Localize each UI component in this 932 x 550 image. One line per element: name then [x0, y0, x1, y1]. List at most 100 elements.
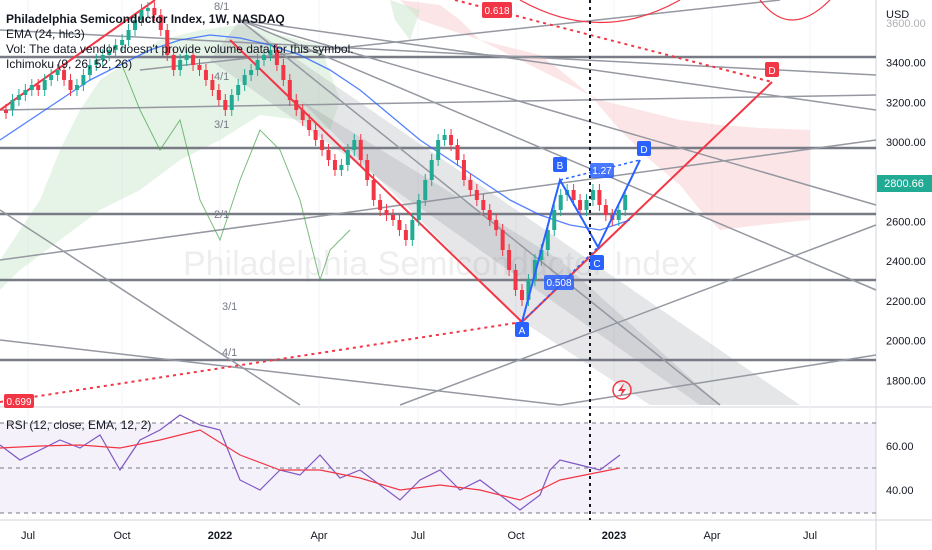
candle-body[interactable]: [184, 55, 189, 60]
price-axis[interactable]: 3600.003400.003200.003000.002800.002600.…: [886, 18, 926, 387]
ratio-label-cd[interactable]: 1.27: [590, 163, 614, 178]
candle-body[interactable]: [16, 95, 21, 100]
vol-legend[interactable]: Vol: The data vendor doesn't provide vol…: [6, 42, 354, 56]
candle-body[interactable]: [332, 160, 337, 170]
candle-body[interactable]: [100, 55, 105, 60]
time-axis[interactable]: Jul Oct 2022 Apr Jul Oct 2023 Apr Jul: [21, 530, 817, 542]
candle-body[interactable]: [468, 180, 473, 190]
candle-body[interactable]: [242, 75, 247, 85]
candle-body[interactable]: [294, 100, 299, 110]
candle-body[interactable]: [81, 75, 86, 85]
fib-label-bottom[interactable]: 0.699: [4, 394, 34, 408]
candle-body[interactable]: [391, 215, 395, 220]
candle-body[interactable]: [365, 160, 370, 180]
candle-body[interactable]: [55, 70, 60, 75]
gann-fan-lines[interactable]: [0, 0, 877, 406]
candle-body[interactable]: [603, 205, 608, 215]
candle-body[interactable]: [584, 200, 589, 210]
candle-body[interactable]: [578, 200, 583, 210]
candle-body[interactable]: [210, 80, 215, 90]
candle-body[interactable]: [384, 210, 389, 215]
candle-body[interactable]: [597, 190, 602, 205]
abcd-pattern[interactable]: [521, 159, 641, 323]
candle-body[interactable]: [320, 140, 325, 150]
candle-body[interactable]: [300, 110, 305, 120]
candle-body[interactable]: [474, 190, 479, 200]
candle-body[interactable]: [120, 40, 125, 45]
candle-body[interactable]: [113, 45, 118, 50]
candle-body[interactable]: [62, 70, 67, 80]
candle-body[interactable]: [616, 210, 621, 220]
candle-body[interactable]: [255, 60, 260, 70]
candle-body[interactable]: [500, 230, 505, 250]
candle-body[interactable]: [29, 85, 34, 90]
point-label-a[interactable]: A: [515, 322, 529, 337]
candle-body[interactable]: [49, 75, 54, 80]
candle-body[interactable]: [36, 85, 41, 90]
candle-body[interactable]: [145, 8, 150, 11]
point-label-c[interactable]: C: [590, 255, 604, 270]
current-price-tag[interactable]: 2800.66: [877, 175, 932, 192]
candle-body[interactable]: [133, 20, 137, 30]
candle-body[interactable]: [274, 50, 279, 65]
candle-body[interactable]: [590, 190, 595, 200]
candle-body[interactable]: [326, 150, 331, 160]
candle-body[interactable]: [378, 200, 383, 210]
candle-body[interactable]: [455, 145, 460, 160]
candle-body[interactable]: [410, 220, 415, 240]
candle-body[interactable]: [507, 250, 512, 270]
candle-body[interactable]: [281, 65, 286, 80]
candle-body[interactable]: [152, 8, 157, 15]
fib-label-top[interactable]: 0.618: [482, 2, 512, 18]
candle-body[interactable]: [307, 120, 312, 130]
rsi-legend-label[interactable]: RSI (12, close, EMA, 12, 2): [6, 418, 152, 432]
candle-body[interactable]: [191, 55, 196, 65]
candle-body[interactable]: [481, 200, 486, 210]
candle-body[interactable]: [249, 70, 254, 75]
candle-body[interactable]: [526, 280, 531, 300]
point-label-d-pattern[interactable]: D: [637, 141, 651, 156]
candle-body[interactable]: [203, 70, 208, 80]
candle-body[interactable]: [545, 230, 550, 250]
ema-legend[interactable]: EMA (24, hlc3): [6, 27, 85, 41]
candle-body[interactable]: [171, 55, 176, 70]
candle-body[interactable]: [397, 220, 402, 230]
symbol-title[interactable]: Philadelphia Semiconductor Index, 1W, NA…: [6, 12, 285, 26]
candle-body[interactable]: [94, 60, 99, 65]
candle-body[interactable]: [236, 85, 241, 95]
candle-body[interactable]: [371, 180, 376, 200]
candle-body[interactable]: [197, 65, 202, 70]
candle-body[interactable]: [74, 85, 79, 90]
candle-body[interactable]: [423, 180, 428, 200]
candle-body[interactable]: [216, 90, 221, 100]
candle-body[interactable]: [87, 65, 92, 75]
candle-body[interactable]: [10, 100, 15, 110]
candle-body[interactable]: [268, 50, 273, 55]
point-label-b[interactable]: B: [553, 157, 567, 172]
candle-body[interactable]: [178, 60, 183, 70]
candle-body[interactable]: [345, 150, 350, 165]
candle-body[interactable]: [520, 290, 524, 300]
candle-body[interactable]: [429, 160, 434, 180]
alert-bolt-icon[interactable]: [612, 380, 632, 400]
candle-body[interactable]: [229, 95, 234, 110]
candle-body[interactable]: [313, 130, 318, 140]
point-label-d-target[interactable]: D: [765, 62, 779, 77]
rsi-legend[interactable]: RSI (12, close, EMA, 12, 2): [6, 418, 151, 432]
candle-body[interactable]: [403, 230, 408, 240]
candle-body[interactable]: [494, 220, 499, 230]
candle-body[interactable]: [539, 250, 544, 260]
chart-legend[interactable]: Philadelphia Semiconductor Index, 1W, NA…: [6, 12, 354, 72]
candle-body[interactable]: [165, 30, 170, 55]
candle-body[interactable]: [513, 270, 518, 290]
candle-body[interactable]: [158, 15, 163, 30]
candle-body[interactable]: [571, 190, 576, 200]
ema-line[interactable]: [0, 34, 631, 231]
candle-body[interactable]: [262, 55, 266, 60]
candle-body[interactable]: [461, 160, 466, 180]
candle-body[interactable]: [442, 135, 447, 140]
ratio-label-bc[interactable]: 0.508: [544, 275, 574, 290]
candle-body[interactable]: [449, 135, 454, 145]
candle-body[interactable]: [126, 30, 131, 40]
